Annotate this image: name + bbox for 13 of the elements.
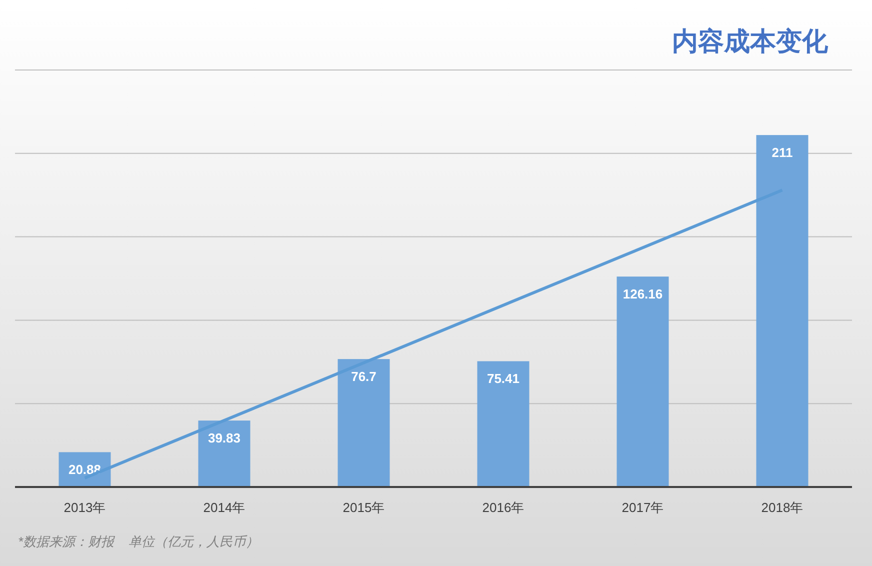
- data-label: 39.83: [208, 430, 241, 446]
- x-tick-label: 2018年: [761, 500, 804, 515]
- x-tick-label: 2017年: [622, 500, 664, 515]
- text: *数据来源：财报 单位（亿元，人民币）: [18, 534, 259, 549]
- data-label: 75.41: [486, 371, 520, 386]
- x-tick-label: 2016年: [482, 500, 524, 515]
- x-tick-label: 2014年: [203, 500, 246, 515]
- x-tick-label: 2013年: [64, 500, 106, 515]
- data-label: 76.7: [351, 369, 376, 384]
- data-label: 126.16: [622, 286, 663, 302]
- chart-title: 内容成本变化: [672, 26, 829, 56]
- data-label: 211: [772, 145, 793, 160]
- x-tick-label: 2015年: [342, 500, 385, 515]
